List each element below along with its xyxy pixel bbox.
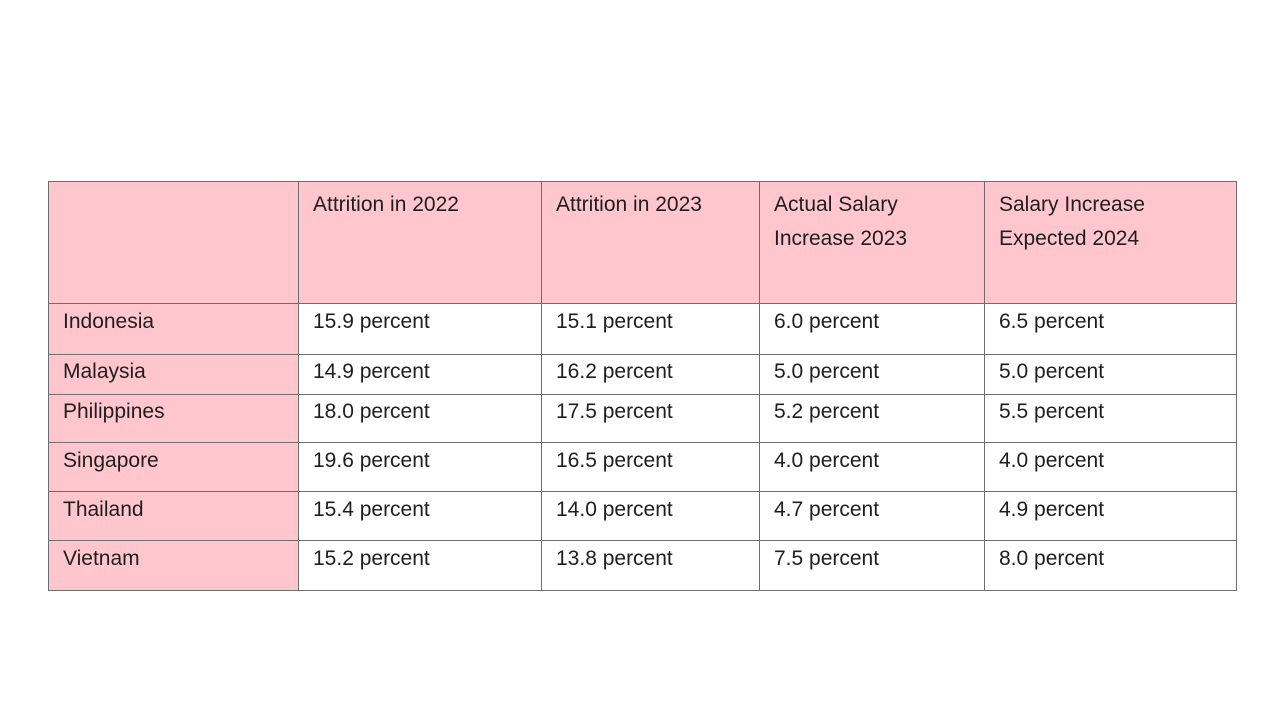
table-cell: 15.2 percent	[298, 540, 542, 591]
table-row: Malaysia 14.9 percent 16.2 percent 5.0 p…	[48, 354, 1237, 395]
row-label-singapore: Singapore	[48, 442, 299, 492]
table-cell: 14.0 percent	[541, 491, 760, 541]
header-attrition-2022: Attrition in 2022	[298, 181, 542, 304]
table-cell: 4.9 percent	[984, 491, 1237, 541]
row-label-malaysia: Malaysia	[48, 354, 299, 395]
table-cell: 16.5 percent	[541, 442, 760, 492]
table-row: Thailand 15.4 percent 14.0 percent 4.7 p…	[48, 491, 1237, 541]
table-cell: 19.6 percent	[298, 442, 542, 492]
header-attrition-2023: Attrition in 2023	[541, 181, 760, 304]
attrition-salary-table: Attrition in 2022 Attrition in 2023 Actu…	[48, 181, 1237, 591]
table-cell: 8.0 percent	[984, 540, 1237, 591]
table-cell: 15.1 percent	[541, 303, 760, 355]
table-cell: 6.0 percent	[759, 303, 985, 355]
table-cell: 5.2 percent	[759, 394, 985, 443]
table-cell: 14.9 percent	[298, 354, 542, 395]
table-cell: 15.9 percent	[298, 303, 542, 355]
table-cell: 13.8 percent	[541, 540, 760, 591]
table-cell: 16.2 percent	[541, 354, 760, 395]
table-row: Singapore 19.6 percent 16.5 percent 4.0 …	[48, 442, 1237, 492]
row-label-vietnam: Vietnam	[48, 540, 299, 591]
header-salary-increase-expected-2024: Salary Increase Expected 2024	[984, 181, 1237, 304]
table-cell: 7.5 percent	[759, 540, 985, 591]
table-row: Vietnam 15.2 percent 13.8 percent 7.5 pe…	[48, 540, 1237, 591]
table-header-row: Attrition in 2022 Attrition in 2023 Actu…	[48, 181, 1237, 304]
table-row: Indonesia 15.9 percent 15.1 percent 6.0 …	[48, 303, 1237, 355]
row-label-indonesia: Indonesia	[48, 303, 299, 355]
table-cell: 4.7 percent	[759, 491, 985, 541]
table-cell: 4.0 percent	[984, 442, 1237, 492]
header-actual-salary-increase-2023: Actual Salary Increase 2023	[759, 181, 985, 304]
table-cell: 5.0 percent	[984, 354, 1237, 395]
row-label-thailand: Thailand	[48, 491, 299, 541]
table-cell: 17.5 percent	[541, 394, 760, 443]
table-cell: 6.5 percent	[984, 303, 1237, 355]
table-cell: 5.5 percent	[984, 394, 1237, 443]
table-row: Philippines 18.0 percent 17.5 percent 5.…	[48, 394, 1237, 443]
table-cell: 4.0 percent	[759, 442, 985, 492]
table-cell: 18.0 percent	[298, 394, 542, 443]
header-corner-cell	[48, 181, 299, 304]
table-cell: 15.4 percent	[298, 491, 542, 541]
table-cell: 5.0 percent	[759, 354, 985, 395]
row-label-philippines: Philippines	[48, 394, 299, 443]
